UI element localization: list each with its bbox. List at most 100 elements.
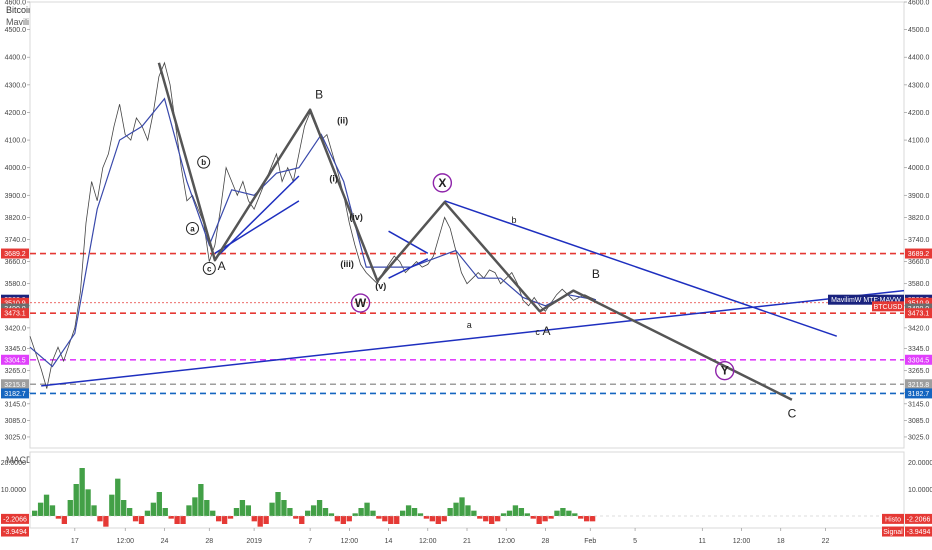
wave-circle-17 — [715, 360, 735, 381]
macd-bar-40 — [269, 502, 275, 516]
x-tick-label-3: 28 — [205, 538, 213, 545]
y-tick-label-right-14: 3345.0 — [908, 346, 930, 353]
y-tick-label-left-6: 4000.0 — [5, 165, 27, 172]
wave-circle-1 — [197, 155, 211, 169]
macd-bar-9 — [85, 489, 91, 516]
macd-bar-62 — [399, 510, 406, 516]
macd-bar-65 — [417, 513, 424, 516]
x-tick-label-14: 11 — [699, 538, 706, 545]
macd-bar-94 — [589, 516, 596, 522]
price-tag-right-7 — [905, 379, 932, 390]
macd-bar-34 — [233, 508, 240, 516]
wave-label-4: B — [315, 88, 323, 102]
y-tick-label-right-0: 4600.0 — [908, 0, 930, 7]
x-tick-label-1: 12:00 — [116, 538, 134, 545]
macd-right-label-box-0 — [882, 513, 904, 524]
macd-bar-6 — [67, 500, 73, 516]
x-tick-label-15: 12:00 — [733, 538, 751, 545]
macd-tag-left-label-1: -3.9494 — [3, 529, 27, 536]
y-tick-label-left-19: 3025.0 — [5, 434, 27, 441]
trend-line-5 — [388, 230, 429, 254]
wave-label-10: W — [355, 296, 367, 310]
y-tick-label-left-4: 4200.0 — [5, 110, 27, 117]
y-tick-label-right-8: 3820.0 — [908, 215, 930, 222]
y-tick-label-left-14: 3345.0 — [5, 346, 27, 353]
macd-tick-right-1: 10.0000 — [908, 487, 932, 494]
macd-right-label-0: Histo — [885, 516, 901, 523]
macd-bar-4 — [55, 516, 62, 519]
macd-bar-11 — [97, 516, 103, 522]
trend-line-3 — [214, 200, 300, 254]
macd-tick-right-0: 20.0000 — [908, 460, 932, 467]
price-tag-right-4 — [905, 308, 932, 319]
macd-bar-5 — [61, 516, 68, 524]
wave-label-5: (ii) — [337, 116, 348, 126]
right-label-0: MavilimW MTF:MAVW — [831, 297, 901, 304]
x-tick-label-6: 12:00 — [341, 538, 359, 545]
price-tag-right-5 — [905, 248, 932, 259]
y-tick-label-right-17: 3145.0 — [908, 401, 930, 408]
y-tick-label-left-2: 4400.0 — [5, 55, 27, 62]
macd-bar-53 — [346, 516, 352, 522]
price-tag-right-label-5: 3689.2 — [908, 251, 930, 258]
macd-bar-80 — [506, 510, 513, 516]
price-tag-right-1 — [905, 297, 932, 308]
wave-label-7: (iv) — [349, 212, 363, 222]
macd-right-label-box-1 — [882, 526, 904, 537]
macd-bar-66 — [423, 516, 430, 519]
macd-bar-15 — [121, 500, 127, 516]
wave-label-2: c — [207, 264, 212, 273]
x-tick-label-8: 12:00 — [419, 538, 437, 545]
wave-label-8: (iii) — [340, 259, 354, 269]
y-tick-label-right-7: 3900.0 — [908, 193, 930, 200]
price-tag-left-6 — [1, 354, 29, 365]
y-tick-label-left-7: 3900.0 — [5, 193, 27, 200]
y-tick-label-right-19: 3025.0 — [908, 434, 930, 441]
y-tick-label-left-18: 3085.0 — [5, 418, 27, 425]
x-tick-label-13: 5 — [633, 538, 637, 545]
macd-bar-46 — [305, 510, 311, 516]
y-tick-label-left-9: 3740.0 — [5, 237, 27, 244]
macd-bar-54 — [352, 513, 358, 516]
macd-bar-64 — [411, 508, 418, 516]
y-tick-label-left-0: 4600.0 — [5, 0, 27, 7]
x-tick-label-0: 17 — [71, 538, 79, 545]
macd-bar-52 — [340, 516, 346, 524]
price-tag-right-label-4: 3473.1 — [908, 311, 930, 318]
price-tag-left-1 — [1, 297, 29, 308]
macd-bar-71 — [453, 502, 459, 516]
wave-label-17: Y — [721, 364, 729, 378]
y-tick-label-left-13: 3420.0 — [5, 325, 27, 332]
x-tick-label-12: Feb — [584, 538, 596, 545]
macd-bar-50 — [328, 513, 335, 516]
macd-tag-right-label-1: -3.9494 — [907, 529, 931, 536]
y-tick-label-right-15: 3265.0 — [908, 368, 930, 375]
macd-bar-68 — [435, 516, 441, 524]
macd-bar-7 — [73, 484, 79, 516]
wave-label-13: B — [592, 267, 600, 281]
price-tag-right-label-7: 3215.8 — [908, 382, 930, 389]
main-pane — [29, 1, 905, 449]
macd-bar-13 — [109, 494, 115, 516]
macd-bar-60 — [388, 516, 394, 524]
right-label-1: BTCUSD — [874, 304, 903, 311]
macd-bar-87 — [548, 516, 554, 519]
wave-circle-0 — [185, 221, 199, 235]
y-tick-label-right-18: 3085.0 — [908, 418, 930, 425]
macd-bar-24 — [174, 516, 180, 524]
wave-label-11: X — [438, 176, 446, 190]
macd-bar-16 — [126, 508, 133, 516]
macd-bar-33 — [227, 516, 234, 519]
macd-bar-49 — [322, 508, 329, 516]
macd-bar-38 — [257, 516, 263, 527]
macd-bar-19 — [144, 510, 151, 516]
macd-bar-85 — [536, 516, 542, 524]
wave-label-9: (v) — [375, 281, 386, 291]
wave-label-14: a — [467, 320, 472, 330]
macd-bar-12 — [103, 516, 109, 527]
macd-bar-59 — [382, 516, 388, 522]
macd-bar-51 — [334, 516, 341, 522]
wave-circle-11 — [432, 173, 453, 193]
macd-bar-74 — [471, 510, 477, 516]
